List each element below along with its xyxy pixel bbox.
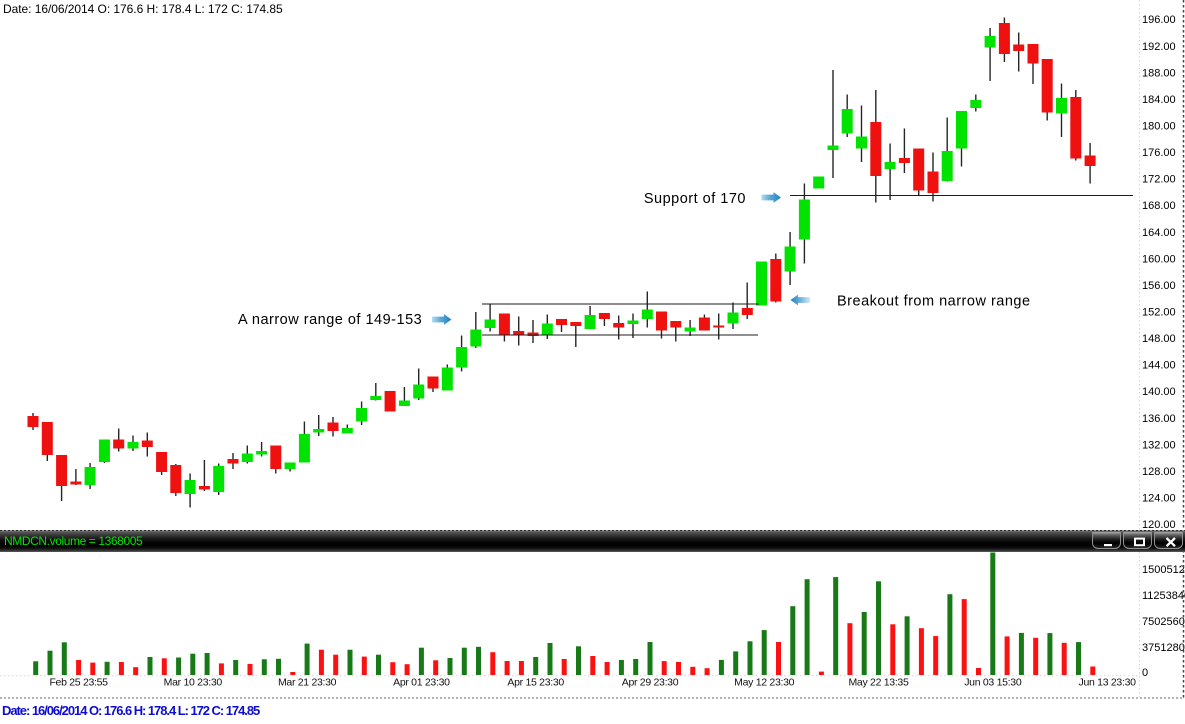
svg-text:May 12 23:30: May 12 23:30 — [734, 677, 794, 689]
svg-text:152.00: 152.00 — [1142, 307, 1176, 319]
svg-text:Apr 01 23:30: Apr 01 23:30 — [393, 677, 450, 689]
svg-text:180.00: 180.00 — [1142, 121, 1176, 133]
svg-text:Apr 29 23:30: Apr 29 23:30 — [622, 677, 679, 689]
svg-text:144.00: 144.00 — [1142, 360, 1176, 372]
svg-text:164.00: 164.00 — [1142, 227, 1176, 239]
svg-text:May 22 13:35: May 22 13:35 — [848, 677, 908, 689]
svg-text:Mar 21 23:30: Mar 21 23:30 — [278, 677, 337, 689]
svg-text:140.00: 140.00 — [1142, 386, 1176, 398]
svg-text:3751280: 3751280 — [1142, 642, 1185, 654]
svg-text:Apr 15 23:30: Apr 15 23:30 — [507, 677, 564, 689]
svg-text:196.00: 196.00 — [1142, 14, 1176, 26]
svg-text:Breakout from narrow range: Breakout from narrow range — [837, 294, 1031, 310]
svg-text:Jun 13 23:30: Jun 13 23:30 — [1079, 677, 1137, 689]
svg-text:7502560: 7502560 — [1142, 616, 1185, 628]
svg-text:156.00: 156.00 — [1142, 280, 1176, 292]
svg-text:Feb 25 23:55: Feb 25 23:55 — [49, 677, 108, 689]
svg-text:124.00: 124.00 — [1142, 493, 1176, 505]
svg-text:188.00: 188.00 — [1142, 67, 1176, 79]
svg-text:0: 0 — [1142, 667, 1148, 679]
svg-text:Jun 03 15:30: Jun 03 15:30 — [964, 677, 1022, 689]
svg-text:184.00: 184.00 — [1142, 94, 1176, 106]
svg-text:172.00: 172.00 — [1142, 174, 1176, 186]
svg-text:128.00: 128.00 — [1142, 466, 1176, 478]
svg-text:192.00: 192.00 — [1142, 41, 1176, 53]
svg-text:160.00: 160.00 — [1142, 253, 1176, 265]
svg-text:Support of 170: Support of 170 — [644, 191, 746, 207]
svg-text:Mar 10 23:30: Mar 10 23:30 — [164, 677, 223, 689]
svg-text:168.00: 168.00 — [1142, 200, 1176, 212]
svg-text:132.00: 132.00 — [1142, 439, 1176, 451]
svg-text:148.00: 148.00 — [1142, 333, 1176, 345]
svg-text:A narrow range of 149-153: A narrow range of 149-153 — [238, 312, 422, 328]
svg-text:176.00: 176.00 — [1142, 147, 1176, 159]
svg-text:15005120: 15005120 — [1142, 564, 1185, 576]
svg-text:136.00: 136.00 — [1142, 413, 1176, 425]
svg-text:11253840: 11253840 — [1142, 590, 1185, 602]
svg-text:120.00: 120.00 — [1142, 519, 1176, 531]
